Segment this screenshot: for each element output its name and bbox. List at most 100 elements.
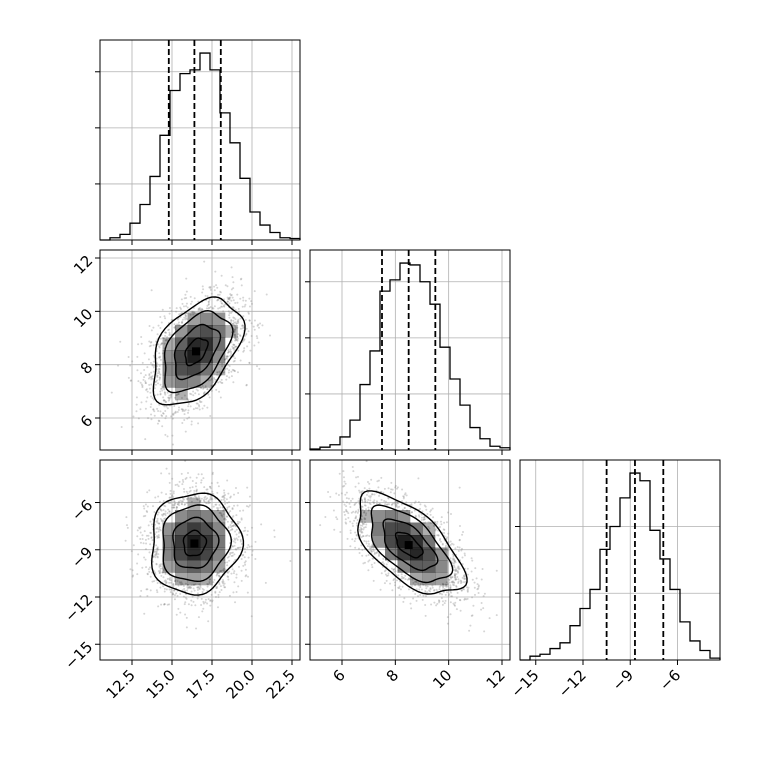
sample-point: [453, 603, 456, 606]
sample-point: [242, 350, 245, 353]
sample-point: [363, 498, 366, 501]
sample-point: [143, 368, 146, 371]
sample-point: [449, 601, 452, 604]
sample-point: [246, 591, 249, 594]
sample-point: [158, 571, 161, 574]
sample-point: [235, 345, 238, 348]
sample-point: [160, 513, 163, 516]
sample-point: [226, 515, 229, 518]
sample-point: [167, 329, 170, 332]
sample-point: [149, 406, 152, 409]
sample-point: [197, 585, 200, 588]
sample-point: [243, 349, 246, 352]
sample-point: [183, 413, 186, 416]
sample-point: [236, 320, 239, 323]
sample-point: [165, 338, 168, 341]
sample-point: [159, 508, 162, 511]
sample-point: [181, 422, 184, 425]
sample-point: [461, 556, 464, 559]
sample-point: [228, 559, 231, 562]
sample-point: [364, 517, 367, 520]
sample-point: [424, 614, 427, 617]
sample-point: [219, 511, 222, 514]
sample-point: [364, 501, 367, 504]
sample-point: [244, 560, 247, 563]
sample-point: [467, 586, 470, 589]
sample-point: [410, 607, 413, 610]
sample-point: [233, 344, 236, 347]
sample-point: [393, 568, 396, 571]
sample-point: [203, 404, 206, 407]
density-cell: [200, 312, 213, 326]
sample-point: [409, 602, 412, 605]
sample-point: [366, 481, 369, 484]
sample-point: [389, 582, 392, 585]
sample-point: [173, 506, 176, 509]
sample-point: [224, 561, 227, 564]
sample-point: [163, 590, 166, 593]
sample-point: [346, 510, 349, 513]
sample-point: [236, 339, 239, 342]
sample-point: [179, 582, 182, 585]
sample-point: [264, 581, 267, 584]
sample-point: [481, 567, 484, 570]
sample-point: [203, 500, 206, 503]
sample-point: [183, 297, 186, 300]
sample-point: [412, 582, 415, 585]
sample-point: [324, 515, 327, 518]
sample-point: [361, 554, 364, 557]
sample-point: [413, 501, 416, 504]
sample-point: [165, 415, 168, 418]
sample-point: [144, 548, 147, 551]
sample-point: [164, 334, 167, 337]
sample-point: [159, 326, 162, 329]
sample-point: [239, 538, 242, 541]
sample-point: [167, 508, 170, 511]
sample-point: [438, 601, 441, 604]
sample-point: [233, 333, 236, 336]
contour-line: [394, 531, 424, 559]
sample-point: [154, 554, 157, 557]
sample-point: [164, 572, 167, 575]
sample-point: [141, 384, 144, 387]
sample-point: [220, 514, 223, 517]
sample-point: [358, 551, 361, 554]
sample-point: [360, 518, 363, 521]
sample-point: [197, 308, 200, 311]
sample-point: [147, 534, 150, 537]
sample-point: [129, 379, 132, 382]
sample-point: [155, 544, 158, 547]
sample-point: [158, 403, 161, 406]
sample-point: [457, 580, 460, 583]
sample-point: [229, 354, 232, 357]
sample-point: [417, 582, 420, 585]
sample-point: [224, 586, 227, 589]
sample-point: [143, 352, 146, 355]
sample-point: [152, 366, 155, 369]
sample-point: [173, 396, 176, 399]
sample-point: [354, 546, 357, 549]
sample-point: [184, 601, 187, 604]
sample-point: [151, 397, 154, 400]
sample-point: [235, 548, 238, 551]
sample-point: [390, 567, 393, 570]
sample-point: [198, 587, 201, 590]
sample-point: [158, 376, 161, 379]
sample-point: [472, 604, 475, 607]
sample-point: [401, 585, 404, 588]
sample-point: [207, 300, 210, 303]
sample-point: [223, 518, 226, 521]
sample-point: [470, 570, 473, 573]
sample-point: [150, 289, 153, 292]
sample-point: [430, 603, 433, 606]
sample-point: [364, 499, 367, 502]
sample-point: [197, 495, 200, 498]
sample-point: [351, 497, 354, 500]
sample-point: [199, 401, 202, 404]
sample-point: [207, 393, 210, 396]
sample-point: [380, 572, 383, 575]
sample-point: [148, 340, 151, 343]
sample-point: [184, 408, 187, 411]
sample-point: [446, 591, 449, 594]
sample-point: [441, 603, 444, 606]
